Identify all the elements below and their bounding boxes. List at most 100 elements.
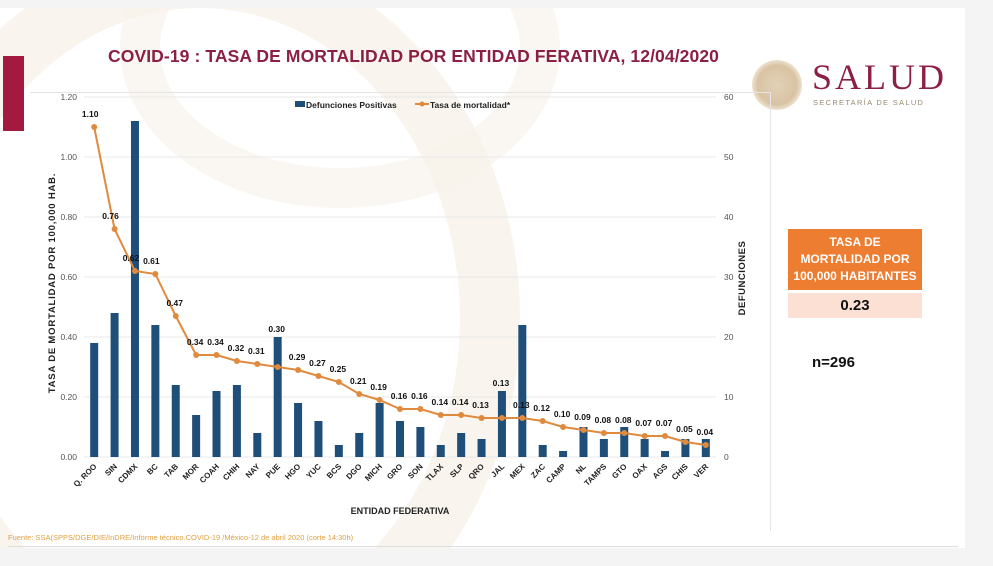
data-label: 0.34 xyxy=(207,337,224,347)
bar-dgo xyxy=(355,433,364,457)
line-point xyxy=(539,418,546,424)
y2-tick-label: 60 xyxy=(724,92,734,102)
legend-label-bar: Defunciones Positivas xyxy=(306,100,397,110)
line-point xyxy=(600,430,607,436)
line-point xyxy=(91,124,98,130)
legend-swatch-bar xyxy=(295,101,305,107)
bar-tab xyxy=(171,385,180,457)
data-label: 0.32 xyxy=(228,343,245,353)
x-tick-label: YUC xyxy=(305,462,323,480)
x-tick-label: SON xyxy=(406,462,425,481)
bar-bcs xyxy=(334,445,343,457)
line-point xyxy=(682,439,689,445)
slide: COVID-19 : TASA DE MORTALIDAD POR ENTIDA… xyxy=(0,8,965,548)
x-tick-label: QRO xyxy=(467,462,486,481)
slide-title: COVID-19 : TASA DE MORTALIDAD POR ENTIDA… xyxy=(108,46,720,66)
line-point xyxy=(131,268,138,274)
x-tick-label: CHIH xyxy=(221,462,241,482)
mortality-rate-card: TASA DE MORTALIDAD POR 100,000 HABITANTE… xyxy=(788,229,922,318)
legend-label-line: Tasa de mortalidad* xyxy=(430,100,511,110)
line-point xyxy=(397,406,403,412)
x-tick-label: GTO xyxy=(610,462,629,481)
line-point xyxy=(662,433,669,439)
x-tick-label: AGS xyxy=(651,462,670,481)
bar-pue xyxy=(273,337,282,457)
bars-defunciones xyxy=(90,121,710,457)
line-point xyxy=(274,364,281,370)
line-point xyxy=(478,415,485,421)
line-point xyxy=(519,415,526,421)
bar-gro xyxy=(396,421,404,457)
y2-tick-label: 0 xyxy=(724,452,729,462)
bar-cdmx xyxy=(130,121,139,457)
x-tick-label: TAMPS xyxy=(583,462,609,488)
x-tick-label: BCS xyxy=(325,462,344,481)
bar-mex xyxy=(518,325,527,457)
footer-divider xyxy=(8,546,958,547)
bar-nl xyxy=(579,427,588,457)
line-point xyxy=(356,391,363,397)
line-point xyxy=(213,352,220,358)
data-label: 1.10 xyxy=(82,109,99,119)
data-label: 0.08 xyxy=(595,415,612,425)
y-tick-label: 1.20 xyxy=(60,92,77,102)
x-tick-label: BC xyxy=(145,462,160,477)
x-tick-label: CHIS xyxy=(670,462,690,482)
bar-mor xyxy=(192,415,201,457)
bar-son xyxy=(416,427,425,457)
data-label: 0.27 xyxy=(309,358,326,368)
y2-tick-label: 30 xyxy=(724,272,734,282)
data-label: 0.10 xyxy=(554,409,571,419)
y-tick-label: 0.20 xyxy=(60,392,77,402)
data-label: 0.16 xyxy=(391,391,408,401)
data-label: 0.09 xyxy=(574,412,591,422)
y2-tick-label: 50 xyxy=(724,152,734,162)
line-point xyxy=(417,406,424,412)
bar-sin xyxy=(110,313,119,457)
data-label: 0.12 xyxy=(533,403,550,413)
x-tick-label: HGO xyxy=(283,462,302,481)
y2-tick-label: 20 xyxy=(724,332,734,342)
bar-chis xyxy=(681,439,690,457)
data-label: 0.16 xyxy=(411,391,428,401)
data-label: 0.19 xyxy=(370,382,387,392)
x-tick-label: MICH xyxy=(363,462,384,483)
bar-gto xyxy=(620,427,629,457)
data-label: 0.08 xyxy=(615,415,632,425)
bar-coah xyxy=(212,391,221,457)
x-tick-label: NL xyxy=(574,462,588,476)
data-label: 0.61 xyxy=(143,256,160,266)
x-tick-label: MEX xyxy=(508,462,527,481)
x-tick-label: SIN xyxy=(103,462,119,478)
x-tick-label: CDMX xyxy=(116,462,139,485)
y-tick-label: 0.60 xyxy=(60,272,77,282)
data-label: 0.14 xyxy=(452,397,469,407)
bar-qroo xyxy=(90,343,99,457)
data-label: 0.30 xyxy=(268,324,285,334)
salud-logo: SALUD SECRETARÍA DE SALUD xyxy=(752,57,952,116)
line-point xyxy=(193,352,200,358)
bar-chih xyxy=(232,385,241,457)
y2-tick-label: 10 xyxy=(724,392,734,402)
bar-zac xyxy=(538,445,547,457)
x-tick-label: Q. ROO xyxy=(72,462,99,489)
line-point xyxy=(376,397,383,403)
y-tick-label: 0.40 xyxy=(60,332,77,342)
source-note: Fuente: SSA(SPPS/DGE/DIE/InDRE/Informe t… xyxy=(8,533,354,542)
mortality-rate-value: 0.23 xyxy=(788,293,922,318)
line-point xyxy=(498,415,505,421)
bar-qro xyxy=(477,439,486,457)
y-tick-label: 0.00 xyxy=(60,452,77,462)
data-label: 0.76 xyxy=(102,211,119,221)
x-tick-label: NAY xyxy=(244,462,262,480)
mortality-rate-label: TASA DE MORTALIDAD POR 100,000 HABITANTE… xyxy=(788,229,922,290)
mortality-chart: 0.00 0.20 0.40 0.60 0.80 1.00 1.20 0 10 20 30 40 50… xyxy=(47,92,748,516)
sample-size: n=296 xyxy=(812,354,855,371)
bar-tlax xyxy=(436,445,445,457)
bar-slp xyxy=(457,433,466,457)
logo-subtitle: SECRETARÍA DE SALUD xyxy=(813,98,925,107)
data-label: 0.13 xyxy=(493,378,510,388)
bar-camp xyxy=(559,451,568,457)
data-label: 0.05 xyxy=(676,424,693,434)
